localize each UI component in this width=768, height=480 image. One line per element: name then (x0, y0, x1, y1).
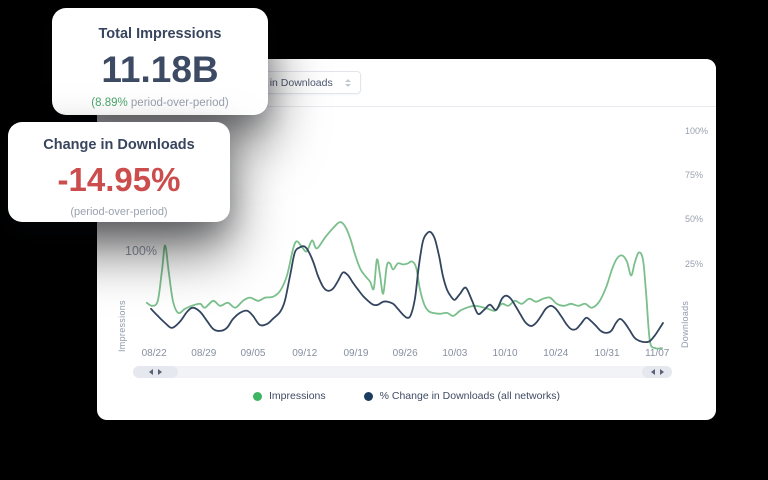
series-line-downloads (150, 230, 664, 344)
right-axis-ticks: 100% 75% 50% 25% (685, 59, 716, 420)
x-tick-label: 09/19 (343, 348, 369, 359)
x-tick-label: 08/22 (141, 348, 167, 359)
x-tick-label: 10/10 (492, 348, 518, 359)
card-value: 11.18B (101, 49, 219, 90)
chart-legend: Impressions % Change in Downloads (all n… (97, 390, 716, 402)
card-delta: (8.89% period-over-period) (52, 97, 268, 109)
delta-caption: period-over-period) (127, 97, 229, 109)
card-caption: (period-over-period) (70, 206, 168, 218)
downloads-dot-icon (363, 391, 373, 401)
left-axis-tick: 100% (125, 244, 157, 258)
legend-label: Impressions (269, 390, 326, 402)
scroll-right-icon[interactable] (659, 369, 664, 375)
select-stepper-icon (345, 78, 351, 87)
left-axis-title: Impressions (117, 300, 127, 352)
card-value: -14.95% (57, 161, 181, 198)
legend-label: % Change in Downloads (all networks) (379, 390, 560, 402)
x-axis: 08/22 08/29 09/05 09/12 09/19 09/26 10/03 10/10… (140, 348, 670, 362)
x-tick-label: 09/05 (240, 348, 266, 359)
x-tick-label: 10/03 (442, 348, 468, 359)
change-in-downloads-card: Change in Downloads -14.95% (period-over… (8, 122, 230, 222)
right-tick-label: 25% (685, 258, 704, 269)
series-line-impressions (145, 221, 663, 350)
x-tick-label: 10/31 (594, 348, 620, 359)
x-tick-label: 10/24 (543, 348, 569, 359)
right-tick-label: 50% (685, 214, 704, 225)
impressions-dot-icon (253, 391, 263, 401)
x-tick-label: 11/07 (645, 348, 670, 359)
delta-percent: (8.89% (91, 97, 128, 109)
legend-item-impressions[interactable]: Impressions (253, 390, 326, 402)
chart-panel: Change in Downloads 100% Impressions Dow… (97, 59, 716, 420)
scroll-right-icon[interactable] (158, 369, 162, 375)
right-tick-label: 100% (685, 125, 709, 136)
x-tick-label: 09/26 (392, 348, 418, 359)
card-title: Change in Downloads (43, 137, 195, 153)
right-tick-label: 75% (685, 169, 704, 180)
scroll-right-controls[interactable] (642, 366, 672, 378)
chart-scrollbar[interactable] (133, 366, 672, 378)
scroll-left-icon[interactable] (650, 369, 655, 375)
x-tick-label: 09/12 (292, 348, 318, 359)
scroll-left-controls[interactable] (133, 366, 178, 378)
legend-item-downloads[interactable]: % Change in Downloads (all networks) (363, 390, 560, 402)
total-impressions-card: Total Impressions 11.18B (8.89% period-o… (52, 8, 268, 115)
scroll-left-icon[interactable] (149, 369, 153, 375)
x-tick-label: 08/29 (191, 348, 217, 359)
card-title: Total Impressions (98, 26, 222, 42)
